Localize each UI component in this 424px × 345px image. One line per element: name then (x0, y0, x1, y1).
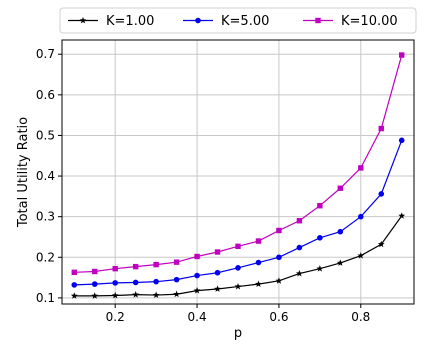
data-point (398, 212, 406, 219)
series-layer (70, 52, 406, 299)
data-point (357, 252, 365, 259)
legend-label: K=10.00 (341, 14, 398, 29)
data-point (255, 238, 262, 244)
data-point (378, 125, 384, 132)
data-point (235, 265, 241, 271)
data-point (132, 279, 139, 286)
data-point (296, 244, 303, 251)
data-point (357, 213, 364, 220)
legend-label: K=1.00 (106, 14, 154, 29)
y-tick-label: 0.2 (36, 250, 55, 264)
x-tick-label: 0.6 (269, 310, 288, 324)
data-point (295, 269, 303, 277)
legend-marker (79, 16, 87, 24)
y-tick-label: 0.6 (36, 88, 55, 102)
series-K=1.00 (70, 212, 406, 299)
data-point (214, 249, 221, 255)
data-point (337, 185, 344, 191)
data-point (235, 243, 241, 250)
data-point (91, 281, 98, 287)
data-point (194, 253, 200, 260)
data-point (276, 227, 282, 234)
legend-label: K=5.00 (221, 14, 269, 29)
x-tick-label: 0.4 (188, 310, 207, 324)
data-point (112, 265, 118, 272)
data-point (234, 282, 242, 290)
data-point (71, 282, 78, 288)
data-point (255, 280, 262, 288)
data-point (153, 261, 159, 268)
y-tick-label: 0.3 (36, 210, 55, 224)
y-tick-label: 0.4 (36, 169, 55, 183)
data-point (153, 278, 159, 285)
data-point (152, 291, 160, 298)
data-point (337, 228, 344, 235)
data-point (193, 287, 201, 294)
data-point (214, 269, 221, 276)
legend-marker (195, 17, 201, 24)
data-point (173, 290, 181, 298)
data-point (317, 234, 323, 241)
data-point (173, 259, 180, 265)
data-point (398, 137, 405, 144)
y-tick-label: 0.1 (36, 291, 55, 305)
data-point (111, 291, 119, 299)
data-point (378, 191, 385, 197)
data-point (173, 276, 180, 283)
data-point (194, 272, 200, 279)
y-tick-label: 0.5 (36, 128, 55, 142)
data-point (112, 280, 119, 286)
legend-marker (315, 17, 321, 24)
data-point (316, 265, 324, 272)
data-point (70, 292, 78, 299)
plot-frame (61, 39, 415, 305)
tick-layer: 0.2 0.4 0.6 0.8 0.1 0.2 0.3 0.4 0.5 0.6 0.7 (36, 47, 370, 324)
data-point (255, 259, 262, 266)
data-point (296, 218, 303, 224)
data-point (91, 292, 99, 299)
grid-lines (62, 40, 414, 304)
x-tick-label: 0.2 (106, 310, 125, 324)
series-K=5.00 (71, 137, 405, 288)
data-point (275, 277, 283, 284)
data-point (71, 269, 77, 276)
data-point (214, 285, 221, 292)
data-point (358, 165, 364, 171)
data-point (336, 259, 344, 266)
data-point (132, 263, 139, 270)
data-point (399, 52, 405, 58)
x-tick-label: 0.8 (351, 310, 370, 324)
legend-frame (59, 7, 417, 34)
data-point (317, 203, 323, 209)
y-axis-label: Total Utility Ratio (16, 117, 31, 228)
legend: K=1.00 K=5.00 K=10.00 (59, 7, 417, 34)
data-point (276, 254, 282, 261)
data-point (132, 291, 140, 298)
data-point (377, 240, 385, 248)
y-tick-label: 0.7 (36, 47, 55, 61)
series-K=10.00 (71, 52, 405, 276)
series-line (74, 140, 403, 286)
series-line (74, 54, 403, 273)
data-point (92, 268, 98, 275)
x-axis-label: p (234, 326, 242, 341)
